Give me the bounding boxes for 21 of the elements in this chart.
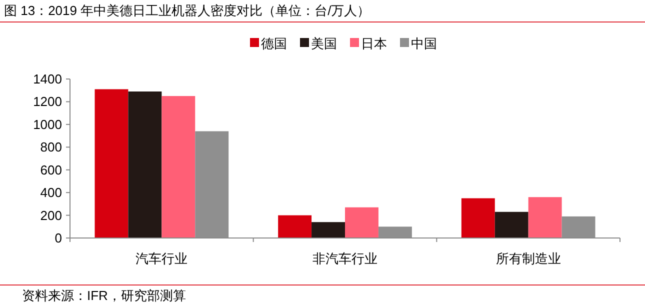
y-tick-label: 1400 — [33, 72, 62, 86]
y-tick-label: 1200 — [33, 94, 62, 110]
legend-item: 中国 — [400, 36, 437, 51]
legend-label: 德国 — [261, 36, 287, 51]
text: 资料来源：IFR，研究部测算 — [22, 288, 186, 303]
y-tick-label: 600 — [40, 162, 62, 178]
chart-title: 图 13：2019 年中美德日工业机器人密度对比（单位：台/万人） — [4, 3, 370, 18]
legend-label: 中国 — [411, 36, 437, 51]
x-tick-label: 汽车行业 — [136, 251, 188, 266]
y-tick-label: 1000 — [33, 116, 62, 132]
y-tick-label: 400 — [40, 185, 62, 200]
legend-label: 日本 — [361, 36, 387, 51]
legend-item: 日本 — [350, 36, 387, 51]
x-tick-label: 非汽车行业 — [312, 251, 378, 266]
y-tick-label: 800 — [40, 140, 62, 155]
x-tick-label: 所有制造业 — [496, 251, 561, 266]
y-tick-label: 200 — [40, 208, 62, 223]
legend-item: 德国 — [250, 36, 287, 51]
y-tick-label: 0 — [54, 230, 62, 246]
legend-label: 美国 — [311, 36, 337, 51]
legend-item: 美国 — [300, 36, 337, 51]
